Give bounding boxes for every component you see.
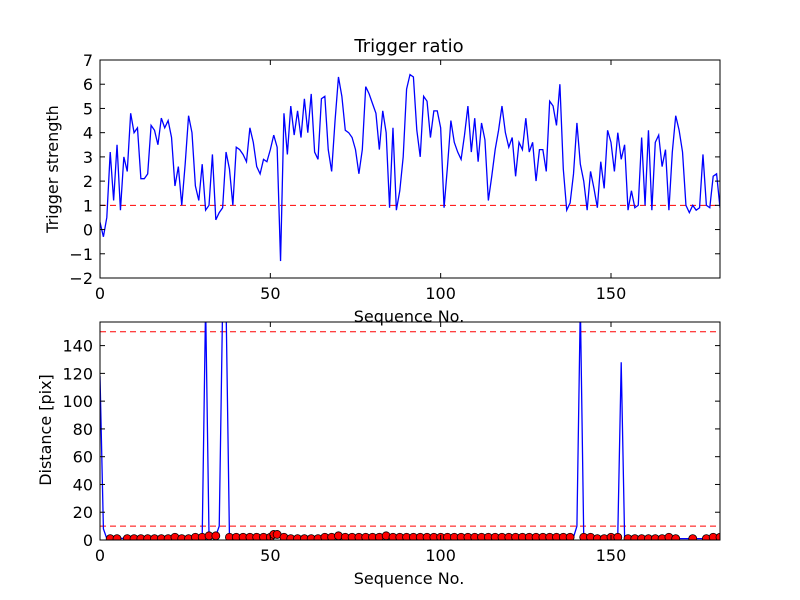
distance-marker-1 — [112, 534, 122, 540]
distance-marker-15 — [211, 531, 221, 540]
bottom-chart-xlabel: Sequence No. — [354, 569, 465, 588]
bottom-series-line — [100, 322, 720, 540]
bottom-axes-frame — [99, 321, 721, 541]
distance-marker-85 — [715, 532, 720, 540]
top-ytick-label: 5 — [83, 99, 93, 118]
bottom-xtick-label: 0 — [95, 546, 105, 565]
distance-marker-81 — [671, 534, 681, 540]
bottom-chart-ylabel: Distance [pix] — [36, 374, 55, 486]
distance-marker-82 — [688, 534, 698, 540]
bottom-ytick-label: 140 — [62, 337, 93, 356]
top-ytick-label: 0 — [83, 221, 93, 240]
top-xtick-label: 0 — [95, 284, 105, 303]
bottom-ytick-label: 80 — [73, 420, 93, 439]
bottom-xtick-label: 50 — [260, 546, 280, 565]
bottom-ytick-label: 0 — [83, 531, 93, 550]
bottom-xtick-label: 150 — [596, 546, 627, 565]
distance-marker-67 — [565, 532, 575, 540]
top-plot-area — [100, 73, 720, 262]
top-ytick-label: 6 — [83, 75, 93, 94]
top-xtick-label: 50 — [260, 284, 280, 303]
bottom-ytick-label: 60 — [73, 448, 93, 467]
top-ytick-label: 4 — [83, 124, 93, 143]
bottom-ytick-label: 20 — [73, 503, 93, 522]
top-ytick-label: 2 — [83, 172, 93, 191]
bottom-ytick-label: 120 — [62, 364, 93, 383]
bottom-ytick-label: 40 — [73, 475, 93, 494]
distance-marker-73 — [613, 532, 623, 540]
top-xtick-label: 100 — [425, 284, 456, 303]
bottom-xtick-label: 100 — [425, 546, 456, 565]
top-chart-xlabel: Sequence No. — [354, 307, 465, 326]
top-series-line — [100, 73, 720, 262]
top-ytick-label: 3 — [83, 148, 93, 167]
top-ytick-label: −1 — [69, 245, 93, 264]
top-xtick-label: 150 — [596, 284, 627, 303]
bottom-plot-area — [100, 322, 720, 540]
top-ytick-label: −2 — [69, 269, 93, 288]
top-axes-frame — [99, 59, 721, 279]
top-chart-ylabel: Trigger strength — [43, 105, 62, 234]
top-ytick-label: 1 — [83, 196, 93, 215]
top-ytick-label: 7 — [83, 51, 93, 70]
top-chart-title: Trigger ratio — [353, 36, 463, 57]
bottom-ytick-label: 100 — [62, 392, 93, 411]
